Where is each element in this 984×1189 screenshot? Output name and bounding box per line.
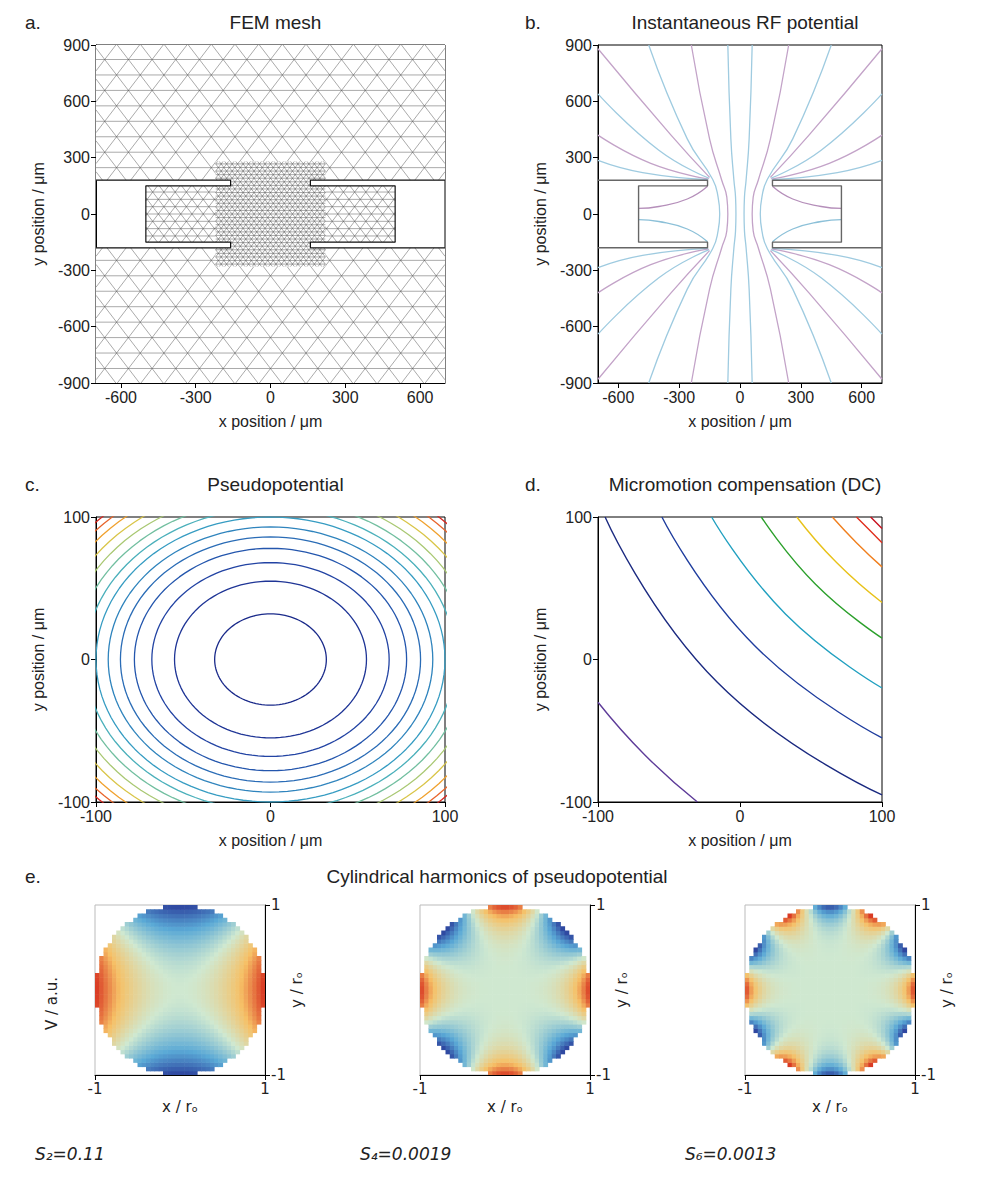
svg-text:0: 0: [266, 389, 275, 406]
svg-text:S₆=0.0013: S₆=0.0013: [685, 1144, 776, 1164]
svg-text:0: 0: [583, 651, 592, 668]
svg-text:S₂=0.11: S₂=0.11: [35, 1144, 105, 1164]
svg-text:300: 300: [63, 149, 90, 166]
svg-text:300: 300: [565, 149, 592, 166]
svg-text:-1: -1: [271, 1066, 286, 1084]
svg-text:-1: -1: [738, 1080, 753, 1098]
svg-text:Instantaneous RF potential: Instantaneous RF potential: [631, 12, 858, 33]
svg-text:a.: a.: [25, 12, 41, 33]
svg-text:600: 600: [848, 389, 875, 406]
svg-text:d.: d.: [525, 474, 541, 495]
svg-text:100: 100: [432, 808, 459, 825]
svg-text:900: 900: [63, 37, 90, 54]
svg-text:y position / μm: y position / μm: [30, 162, 47, 265]
svg-text:S₄=0.0019: S₄=0.0019: [360, 1144, 451, 1164]
svg-text:-1: -1: [413, 1080, 428, 1098]
svg-text:x / rₒ: x / rₒ: [487, 1098, 523, 1116]
svg-text:x / rₒ: x / rₒ: [812, 1098, 848, 1116]
svg-text:1: 1: [585, 1080, 595, 1098]
svg-text:-100: -100: [560, 793, 592, 811]
svg-text:900: 900: [565, 37, 592, 54]
svg-text:1: 1: [596, 896, 606, 914]
svg-text:-1: -1: [921, 1066, 936, 1084]
svg-text:600: 600: [63, 93, 90, 110]
svg-text:0: 0: [81, 206, 90, 223]
svg-text:-300: -300: [180, 389, 212, 406]
svg-text:e.: e.: [25, 866, 41, 887]
svg-text:300: 300: [788, 389, 815, 406]
svg-text:0: 0: [583, 206, 592, 223]
svg-text:-300: -300: [560, 262, 592, 279]
svg-text:b.: b.: [525, 12, 541, 33]
svg-text:c.: c.: [25, 474, 40, 495]
svg-text:-100: -100: [80, 808, 112, 825]
svg-text:-100: -100: [58, 793, 90, 811]
svg-text:x position / μm: x position / μm: [688, 832, 791, 849]
svg-text:x position / μm: x position / μm: [219, 832, 322, 849]
svg-text:y position / μm: y position / μm: [532, 608, 549, 711]
svg-text:-600: -600: [602, 389, 634, 406]
svg-text:0: 0: [736, 389, 745, 406]
svg-text:Pseudopotential: Pseudopotential: [207, 474, 343, 495]
svg-text:x position / μm: x position / μm: [688, 413, 791, 430]
svg-text:-1: -1: [596, 1066, 611, 1084]
svg-text:-1: -1: [88, 1080, 103, 1098]
svg-text:Cylindrical harmonics of pseud: Cylindrical harmonics of pseudopotential: [326, 866, 667, 887]
svg-text:600: 600: [407, 389, 434, 406]
svg-text:y position / μm: y position / μm: [532, 162, 549, 265]
svg-text:-900: -900: [58, 375, 90, 392]
svg-text:-300: -300: [663, 389, 695, 406]
svg-text:y position / μm: y position / μm: [30, 608, 47, 711]
svg-text:1: 1: [260, 1080, 270, 1098]
svg-text:Micromotion compensation (DC): Micromotion compensation (DC): [609, 474, 881, 495]
svg-text:1: 1: [921, 896, 931, 914]
svg-text:100: 100: [63, 509, 90, 526]
svg-text:x position / μm: x position / μm: [219, 413, 322, 430]
svg-text:y / rₒ: y / rₒ: [288, 972, 306, 1008]
svg-text:1: 1: [271, 896, 281, 914]
svg-text:300: 300: [332, 389, 359, 406]
svg-text:y / rₒ: y / rₒ: [938, 972, 956, 1008]
svg-text:y / rₒ: y / rₒ: [613, 972, 631, 1008]
svg-text:FEM mesh: FEM mesh: [230, 12, 322, 33]
svg-text:600: 600: [565, 93, 592, 110]
svg-text:x / rₒ: x / rₒ: [162, 1098, 198, 1116]
svg-text:0: 0: [736, 808, 745, 825]
svg-text:-600: -600: [560, 318, 592, 335]
svg-text:0: 0: [81, 651, 90, 668]
svg-text:-900: -900: [560, 375, 592, 392]
svg-text:-100: -100: [582, 808, 614, 825]
svg-text:100: 100: [869, 808, 896, 825]
svg-text:-600: -600: [58, 318, 90, 335]
svg-text:100: 100: [565, 509, 592, 526]
svg-text:1: 1: [910, 1080, 920, 1098]
svg-text:V / a.u.: V / a.u.: [43, 977, 61, 1030]
svg-text:-300: -300: [58, 262, 90, 279]
svg-text:-600: -600: [105, 389, 137, 406]
svg-text:0: 0: [266, 808, 275, 825]
